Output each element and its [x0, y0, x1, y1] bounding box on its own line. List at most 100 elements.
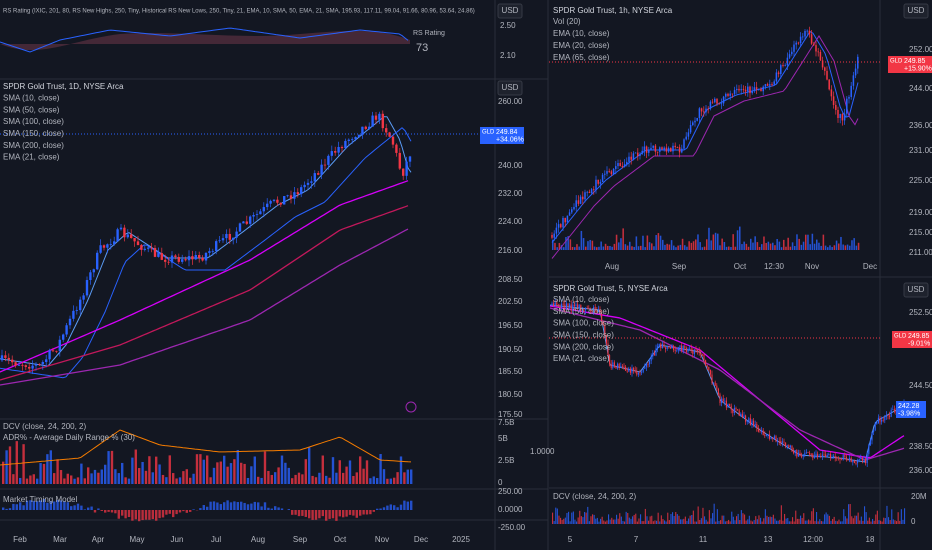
- volume-bar: [338, 460, 341, 484]
- volume-bar: [855, 245, 858, 250]
- candle-body: [769, 84, 771, 86]
- volume-bar: [49, 450, 52, 484]
- candle-body: [174, 255, 177, 257]
- volume-bar: [848, 504, 850, 524]
- indicator-label: SMA (50, close): [553, 307, 610, 316]
- volume-bar: [630, 518, 632, 524]
- volume-bar: [626, 245, 629, 250]
- tag-change: -9.01%: [908, 340, 930, 347]
- candle-body: [890, 409, 892, 417]
- candle-body: [272, 199, 276, 201]
- candle-body: [116, 229, 119, 242]
- volume-bar: [756, 242, 759, 250]
- volume-bar: [335, 472, 338, 484]
- axis-label: 202.50: [498, 297, 523, 306]
- volume-bar: [182, 471, 185, 484]
- candle-body: [45, 359, 48, 363]
- volume-bar: [348, 460, 352, 484]
- indicator-line: [0, 205, 409, 381]
- candle-body: [300, 187, 303, 195]
- indicator-line: [551, 30, 859, 243]
- volume-bar: [731, 511, 733, 524]
- volume-bar: [590, 516, 592, 524]
- indicator-label: Vol (20): [553, 17, 581, 26]
- volume-bar: [284, 462, 287, 484]
- candle-body: [102, 245, 106, 248]
- volume-bar: [593, 246, 596, 250]
- volume-bar: [609, 246, 611, 250]
- volume-bar: [779, 519, 781, 524]
- mtm-bar: [325, 510, 328, 521]
- volume-bar: [811, 233, 814, 250]
- candle-body: [408, 156, 412, 162]
- mtm-bar: [199, 508, 202, 510]
- volume-bar: [195, 454, 199, 484]
- candle-body: [313, 173, 316, 182]
- candle-body: [334, 151, 337, 153]
- mtm-bar: [277, 507, 280, 510]
- volume-bar: [723, 515, 725, 524]
- candle-body: [143, 248, 146, 250]
- axis-label: 224.00: [498, 217, 523, 226]
- candle-body: [633, 367, 635, 371]
- candle-body: [85, 280, 89, 296]
- candle-body: [665, 347, 667, 349]
- volume-bar: [666, 243, 668, 250]
- candle-body: [589, 309, 591, 311]
- candle-body: [283, 196, 286, 205]
- volume-bar: [638, 518, 640, 524]
- volume-bar: [723, 241, 726, 250]
- volume-bar: [657, 512, 659, 524]
- indicator-label: SMA (100, close): [553, 319, 614, 328]
- volume-bar: [700, 518, 702, 524]
- volume-bar: [653, 246, 655, 250]
- volume-bar: [574, 247, 576, 250]
- volume-bar: [704, 516, 706, 524]
- mtm-bar: [151, 510, 154, 520]
- x-axis-label: 18: [866, 535, 875, 544]
- candle-body: [835, 104, 837, 110]
- volume-bar: [873, 520, 875, 524]
- candle-body: [729, 403, 731, 406]
- axis-label: 232.00: [498, 189, 523, 198]
- volume-bar: [707, 521, 709, 524]
- volume-bar: [563, 247, 565, 250]
- candle-body: [573, 207, 575, 210]
- volume-bar: [628, 517, 630, 524]
- candle-body: [645, 363, 647, 367]
- candle-body: [191, 256, 194, 260]
- mtm-bar: [209, 501, 212, 510]
- candle-body: [136, 241, 140, 246]
- candle-body: [89, 272, 92, 281]
- candle-body: [177, 256, 180, 262]
- volume-bar: [596, 517, 598, 524]
- volume-bar: [656, 520, 658, 524]
- candle-body: [877, 417, 879, 424]
- volume-bar: [849, 504, 851, 524]
- candle-body: [703, 111, 705, 113]
- candle-body: [597, 308, 599, 312]
- volume-bar: [39, 463, 42, 484]
- chart-title: SPDR Gold Trust, 1h, NYSE Arca: [553, 6, 673, 15]
- mtm-bar: [70, 506, 73, 510]
- candle-body: [628, 156, 630, 162]
- candle-body: [607, 343, 609, 356]
- candle-body: [709, 101, 712, 109]
- x-axis-label: Mar: [53, 535, 67, 544]
- candle-body: [170, 255, 174, 263]
- candle-body: [669, 346, 671, 349]
- indicator-label: SMA (200, close): [3, 141, 64, 150]
- volume-bar: [795, 510, 797, 524]
- volume-bar: [708, 227, 710, 250]
- candle-body: [615, 166, 617, 169]
- candle-body: [133, 238, 136, 242]
- volume-bar: [752, 242, 754, 250]
- candle-body: [648, 149, 650, 153]
- volume-bar: [70, 475, 73, 484]
- candle-body: [791, 445, 793, 452]
- indicator-line: [549, 307, 905, 461]
- volume-bar: [32, 474, 35, 484]
- mtm-bar: [93, 510, 97, 513]
- candle-body: [667, 147, 670, 152]
